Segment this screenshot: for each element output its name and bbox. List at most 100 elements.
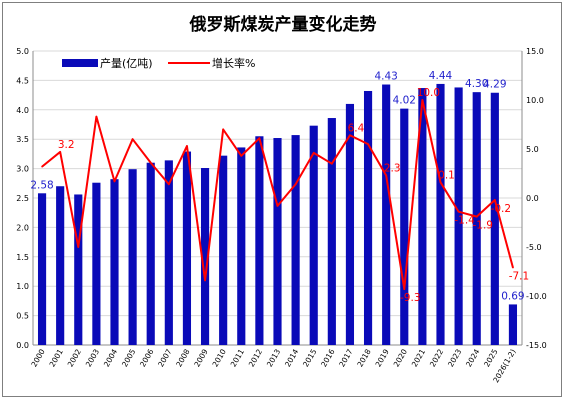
bar-value-label: 4.43: [374, 71, 397, 83]
x-tick-label: 2023: [446, 347, 463, 368]
bar: [400, 108, 409, 346]
x-tick-label: 2011: [229, 347, 246, 368]
x-tick-label: 2010: [211, 347, 228, 368]
bar: [436, 83, 445, 345]
bar: [508, 304, 518, 345]
y-right-tick-label: -10.0: [526, 292, 547, 301]
line-point: [240, 155, 243, 157]
bar-value-label: 4.44: [429, 70, 453, 82]
x-tick-label: 2003: [84, 347, 101, 368]
bar: [200, 168, 210, 345]
line-point: [258, 137, 261, 140]
x-tick-label: 2009: [192, 347, 209, 368]
x-tick-label: 2002: [66, 347, 83, 368]
x-tick-label: 2001: [48, 347, 65, 368]
x-tick-label: 2020: [392, 347, 409, 368]
y-right-tick-label: -5.0: [526, 243, 542, 252]
line-point: [77, 246, 80, 248]
line-point: [168, 183, 170, 186]
y-right-tick-label: 5.0: [526, 145, 539, 154]
x-tick-label: 2013: [265, 347, 282, 368]
bar: [472, 92, 481, 345]
bar: [454, 87, 463, 346]
growth-value-label: -7.1: [509, 271, 530, 283]
x-tick-label: 2006: [138, 347, 155, 368]
line-point: [59, 151, 61, 153]
bar: [418, 88, 427, 345]
bar-value-label: 0.69: [501, 290, 524, 302]
y-left-tick-label: 3.0: [16, 165, 29, 174]
y-right-tick-label: -15.0: [526, 341, 547, 350]
x-tick-label: 2025: [482, 347, 499, 368]
bar: [237, 147, 246, 345]
line-point: [494, 199, 496, 201]
x-axis: 2000 2001 2002 2003 2004 2005 2006 2007 2008 2009…: [29, 347, 517, 384]
x-tick-label: 2024: [464, 347, 481, 368]
y-left-tick-label: 3.5: [16, 135, 29, 144]
growth-value-label: 3.2: [58, 139, 75, 151]
bar-value-label: 4.30: [465, 78, 488, 90]
line-point: [149, 161, 152, 164]
line-point: [439, 181, 442, 184]
y-left-tick-label: 4.0: [16, 106, 29, 115]
line-point: [312, 152, 315, 154]
bar: [74, 194, 83, 345]
y-left-tick-label: 1.0: [16, 282, 29, 291]
bar: [146, 162, 155, 345]
x-tick-label: 2008: [174, 347, 191, 368]
line-point: [331, 162, 333, 165]
bar: [92, 182, 101, 345]
growth-value-label: 6.4: [348, 122, 365, 134]
x-tick-label: 2018: [355, 347, 372, 368]
bar: [56, 186, 65, 345]
line-point: [403, 288, 406, 290]
x-tick-label: 2000: [29, 347, 46, 368]
growth-value-label: -1.9: [472, 220, 493, 232]
bar: [273, 138, 282, 345]
growth-value-label: 2.3: [384, 162, 401, 174]
growth-value-label: 10.0: [417, 87, 440, 99]
line-point: [276, 205, 279, 207]
line-point: [113, 180, 116, 183]
line-point: [294, 183, 297, 186]
line-point: [512, 266, 514, 269]
bar: [363, 90, 373, 345]
y-axis-left: 0.0 0.5 1.0 1.5 2.0 2.5 3.0 3.5 4.0 4.5 5.0: [16, 47, 29, 350]
x-tick-label: 2017: [337, 347, 354, 368]
line-series: [41, 99, 514, 291]
bar: [182, 151, 192, 345]
line-point: [204, 279, 206, 282]
legend-bar-swatch: [62, 59, 98, 67]
line-point: [349, 134, 351, 137]
line-point: [95, 115, 98, 118]
y-axis-right: -15.0 -10.0 -5.0 0.0 5.0 10.0 15.0: [526, 47, 547, 350]
bar: [255, 136, 264, 345]
y-left-tick-label: 2.0: [16, 223, 29, 232]
y-left-tick-label: 2.5: [16, 194, 29, 203]
bar: [37, 193, 47, 345]
x-tick-label: 2019: [374, 347, 391, 368]
y-left-tick-label: 0.0: [16, 341, 29, 350]
bar: [291, 135, 300, 345]
y-left-tick-label: 1.5: [16, 253, 29, 262]
growth-value-label: -0.2: [491, 203, 512, 215]
x-tick-label: 2016: [319, 347, 336, 368]
x-tick-label: 2021: [410, 347, 427, 368]
line-point: [41, 165, 43, 168]
bar: [219, 155, 228, 345]
bar: [345, 103, 355, 345]
bar-value-label: 4.02: [393, 95, 416, 107]
line-point: [421, 99, 424, 101]
line-point: [475, 215, 478, 218]
y-right-tick-label: 0.0: [526, 194, 539, 203]
y-left-tick-label: 0.5: [16, 312, 29, 321]
legend: 产量(亿吨) 增长率%: [62, 56, 255, 70]
y-right-tick-label: 15.0: [526, 47, 544, 56]
bar: [490, 92, 499, 345]
bar: [382, 84, 391, 346]
line-point: [222, 128, 224, 131]
y-right-tick-label: 10.0: [526, 96, 544, 105]
y-left-tick-label: 5.0: [16, 47, 29, 56]
bar: [110, 179, 119, 345]
y-left-tick-label: 4.5: [16, 76, 29, 85]
